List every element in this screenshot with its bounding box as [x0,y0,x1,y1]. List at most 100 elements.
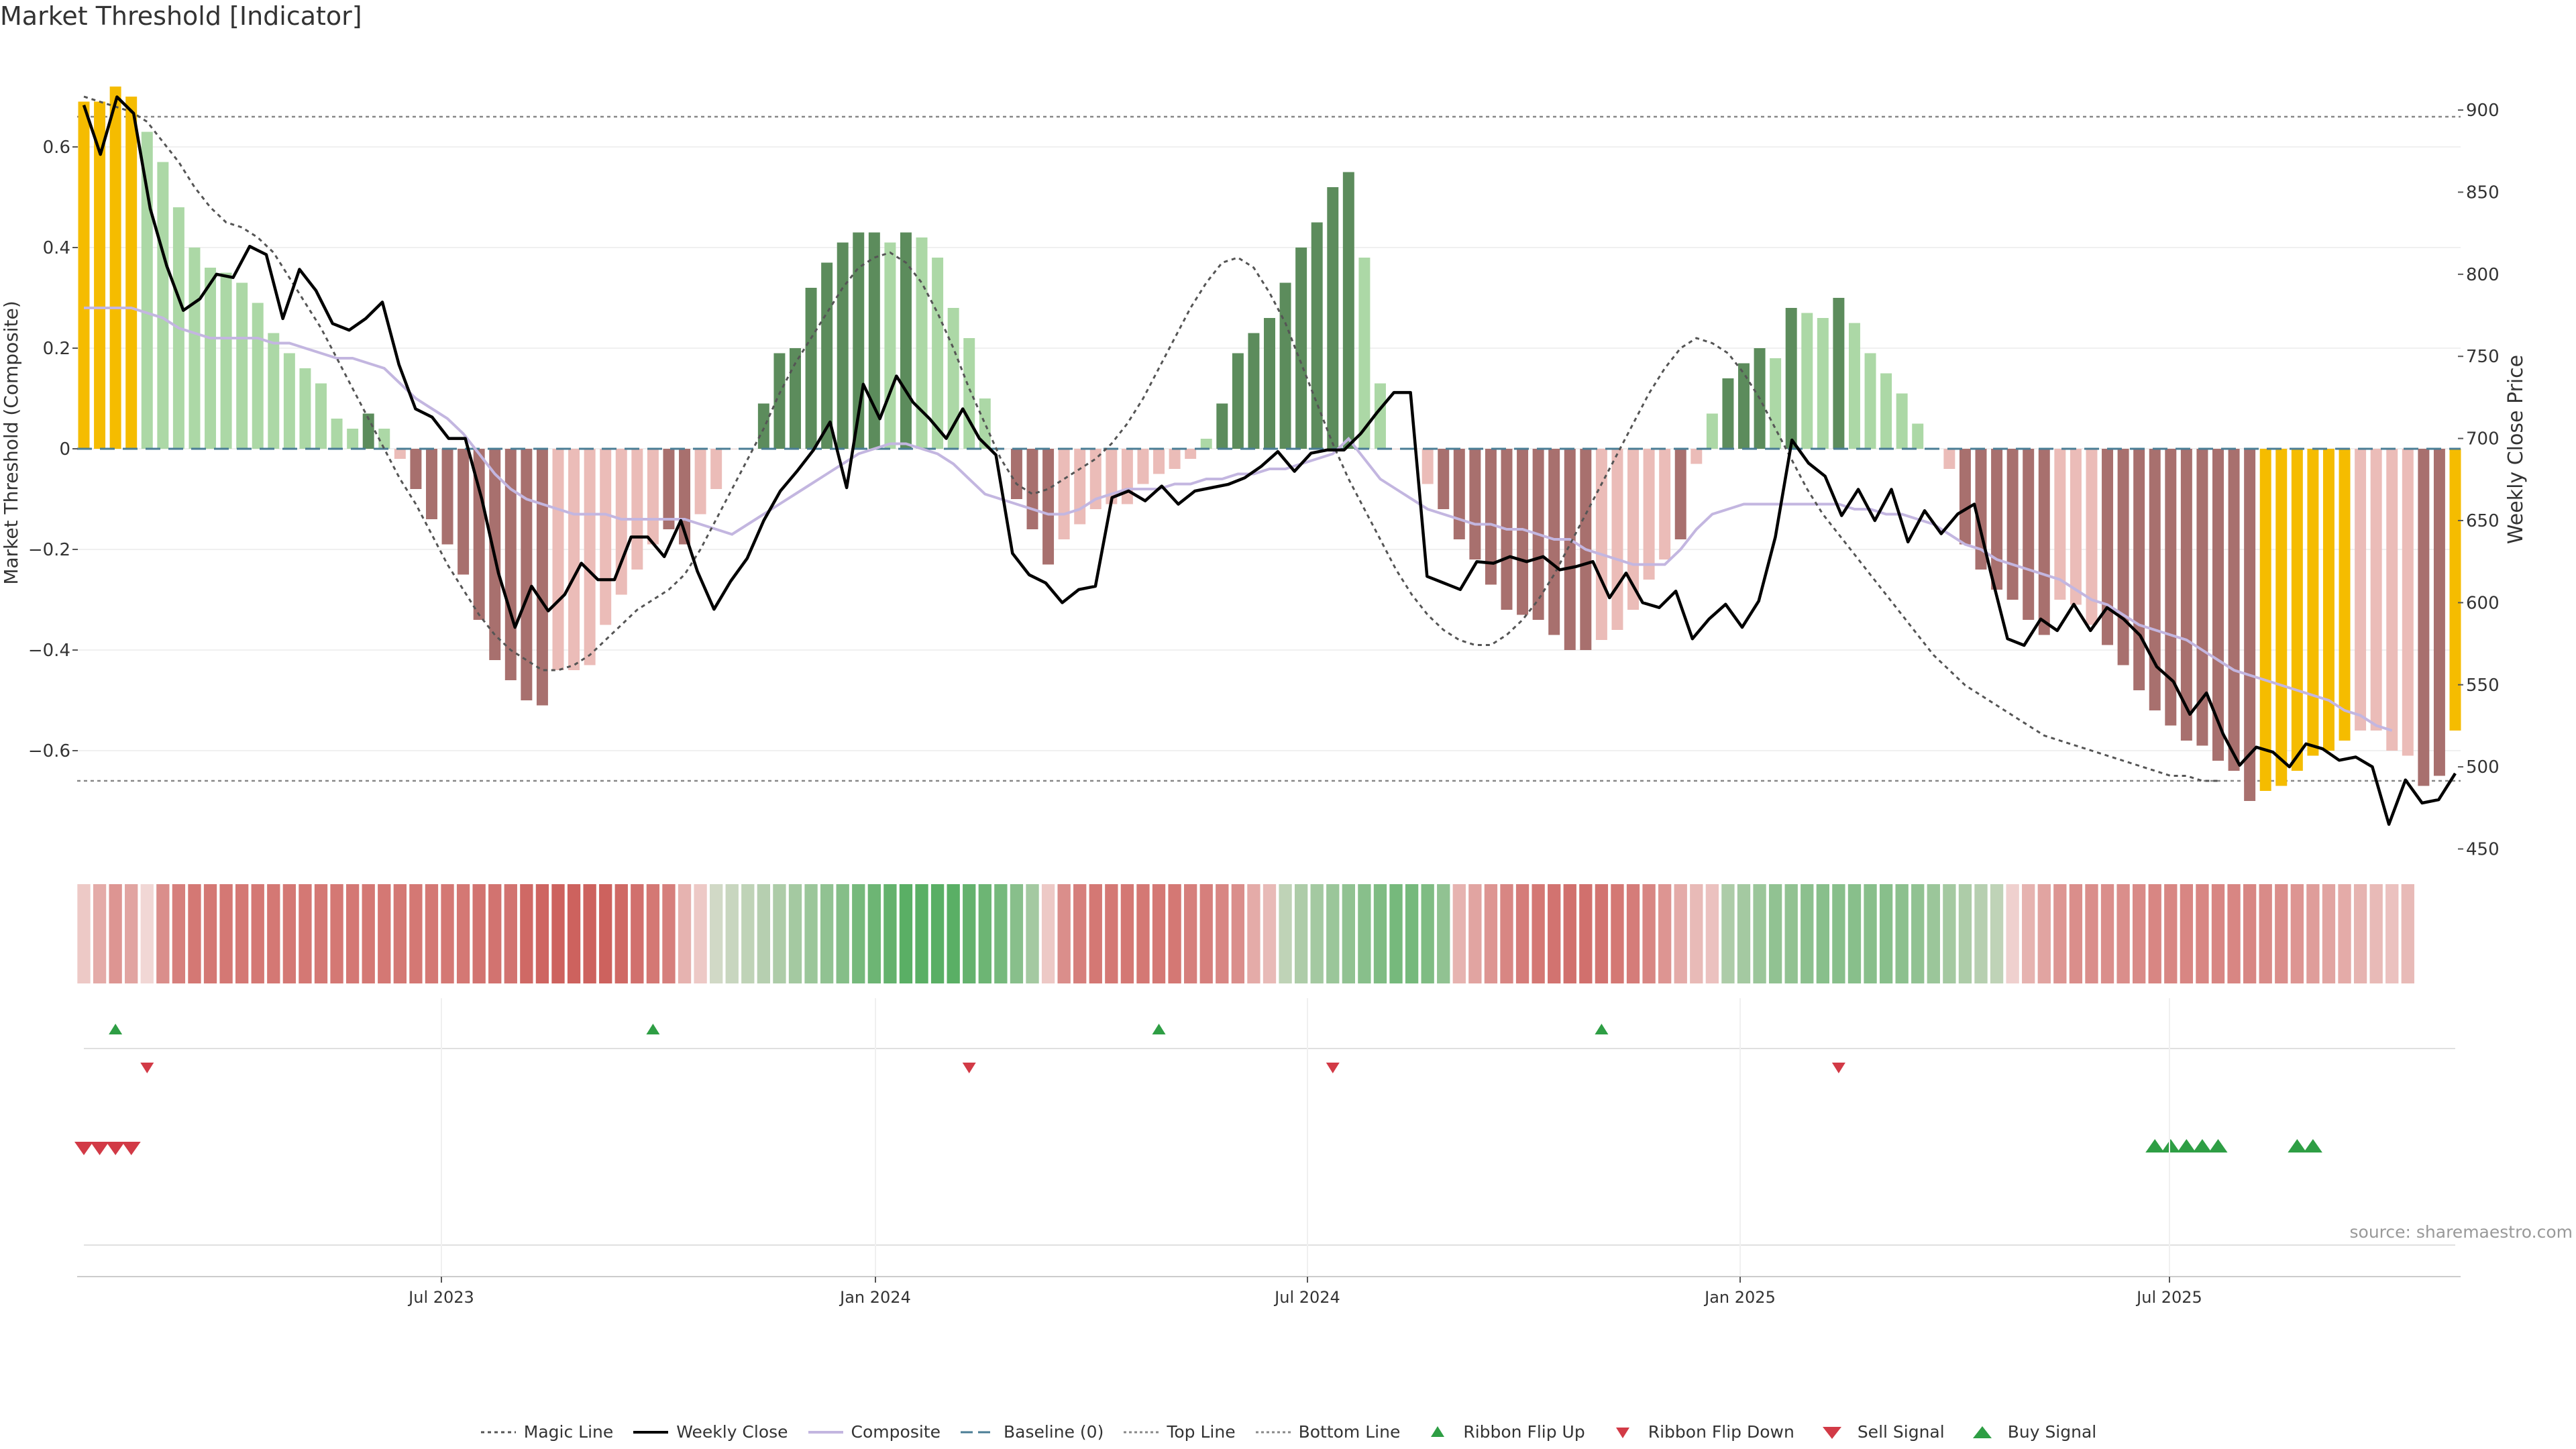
histogram-bar [1042,449,1055,565]
histogram-bar [1880,373,1892,449]
ribbon-cell [299,884,312,983]
legend-item: Magic Line [480,1422,614,1442]
histogram-bar [963,338,975,449]
histogram-bar [2165,449,2177,726]
histogram-bar [220,272,232,449]
histogram-bar [189,248,201,449]
ribbon-cell [282,884,297,983]
market-threshold-chart: −0.6 −0.4 −0.2 0 0.2 0.4 0.6 450 500 550 600 650 700… [0,87,2528,1307]
legend-symbol [1124,1431,1159,1433]
histogram-bar [1058,449,1070,539]
histogram-bar [584,449,596,665]
histogram-bar [947,308,959,449]
ribbon-flip-down-marker [962,1063,976,1073]
ribbon-cell [678,884,692,983]
sell-signal-marker [106,1142,125,1155]
ribbon-cell [1010,884,1024,983]
histogram-bar [1611,449,1623,630]
ribbon-flip-markers [84,1024,2455,1073]
magic-line [83,95,2218,782]
histogram-bar [773,353,786,449]
ribbon-cell [1816,884,1829,983]
ribbon-cell [409,884,423,983]
histogram-bar [378,429,390,449]
ribbon-cell [662,884,676,983]
buy-signal-marker [2208,1139,2228,1152]
ribbon-cell [1768,884,1782,983]
y2-tick-label: 800 [2466,265,2500,285]
ribbon-cell [488,884,502,983]
ribbon-cell [1405,884,1419,983]
ribbon-cell [1310,884,1324,983]
legend-symbol [1822,1426,1841,1439]
histogram-bar [837,242,849,449]
y2-tick-label: 500 [2466,757,2500,777]
histogram-bar [1517,449,1529,615]
histogram-bar [1912,423,1924,449]
ribbon-cell [2353,884,2367,983]
histogram-bar [1232,353,1244,449]
histogram-bar [1943,449,1955,469]
legend-item: Sell Signal [1813,1422,1945,1442]
weekly-close-line [82,95,2457,826]
legend-item: Bottom Line [1254,1422,1400,1442]
ribbon-cell [2116,884,2130,983]
histogram-bar [2054,449,2066,600]
x-tick-label: Jan 2024 [839,1288,911,1307]
x-tick-label: Jul 2023 [407,1288,474,1307]
buy-signal-marker [2192,1139,2212,1152]
ribbon-cell [2322,884,2336,983]
ribbon-cell [1452,884,1466,983]
axes: −0.6 −0.4 −0.2 0 0.2 0.4 0.6 450 500 550 600 650 700… [0,101,2528,859]
histogram-bar [1674,449,1686,539]
histogram-bar [1690,449,1703,464]
legend-symbol [1972,1426,1992,1438]
buy-signal-marker [2288,1139,2307,1152]
ribbon-cell [1216,884,1229,983]
histogram-bar [1564,449,1576,650]
legend-item: Composite [807,1422,941,1442]
legend-label: Magic Line [523,1422,614,1442]
ribbon-cell [109,884,122,983]
ribbon-cell [456,884,470,983]
ribbon-cell [852,884,865,983]
ribbon-cell [773,884,786,983]
histogram-bar [268,333,280,449]
histogram-bar [1200,439,1212,449]
ribbon-flip-down-marker [1831,1063,1845,1073]
histogram-bar [1327,187,1339,449]
ribbon-cell [1484,884,1498,983]
histogram-bar [2322,449,2334,751]
histogram-bar [790,348,801,449]
source-note: source: sharemaestro.com [2349,1222,2573,1242]
histogram-bar [410,449,422,489]
y2-tick-label: 550 [2466,676,2500,696]
ribbon-cell [345,884,360,983]
y-tick-label: 0 [59,439,70,460]
ribbon-cell [2401,884,2414,983]
ribbon-cell [1089,884,1102,983]
ribbon-cell [267,884,280,983]
histogram-bar [2307,449,2319,756]
ribbon-cell [915,884,928,983]
buy-signal-marker [2161,1139,2180,1152]
histogram-bar [362,413,374,449]
histogram-bar [1548,449,1560,635]
histogram-bar [205,268,217,449]
histogram-bar [1106,449,1118,504]
ribbon-cell [393,884,407,983]
histogram-bar [315,383,327,449]
x-tick-label: Jan 2025 [1703,1288,1776,1307]
y-tick-label: 0.4 [43,238,70,258]
histogram-bar [1627,449,1640,610]
histogram-bar [1438,449,1450,509]
ribbon-cell [1784,884,1798,983]
histogram-bar [2038,449,2050,635]
histogram-bar [568,449,580,670]
histogram-bar [2259,449,2271,791]
histogram-bar [1896,393,1908,449]
ribbon-cell [788,884,802,983]
legend-label: Top Line [1167,1422,1236,1442]
ribbon-cell [330,884,343,983]
ribbon-cell [1199,884,1213,983]
